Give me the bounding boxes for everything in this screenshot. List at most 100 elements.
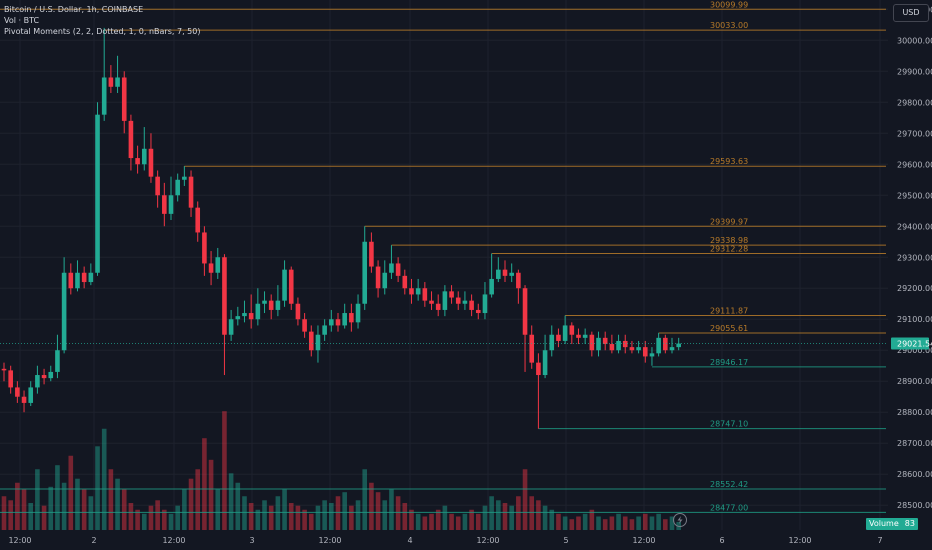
- volume-bar: [415, 513, 421, 530]
- volume-bar: [516, 496, 521, 530]
- candle-body: [542, 350, 548, 376]
- volume-bar: [41, 505, 47, 530]
- candle-body: [95, 114, 100, 273]
- candle-body: [629, 347, 635, 351]
- volume-bar: [168, 513, 174, 530]
- candle-body: [516, 272, 521, 289]
- chart-legend: Bitcoin / U.S. Dollar, 1h, COINBASE Vol …: [4, 4, 200, 37]
- price-tick-label: 29800.00: [897, 98, 932, 107]
- volume-bar: [262, 500, 267, 530]
- chart-grid: [0, 0, 888, 530]
- volume-bar: [288, 503, 294, 530]
- volume-bar: [108, 469, 114, 530]
- candle-body: [442, 291, 448, 310]
- price-tick-label: 29100.00: [897, 315, 932, 324]
- candle-body: [275, 300, 281, 310]
- price-axis[interactable]: 28500.00 28600.00 28700.00 28800.00 28900.00…: [897, 5, 932, 510]
- price-tick-label: 29300.00: [897, 253, 932, 262]
- time-tick-label: 5: [563, 536, 568, 545]
- candle-body: [188, 176, 194, 208]
- candle-body: [295, 303, 301, 320]
- candle-body: [335, 319, 341, 326]
- volume-bar: [275, 496, 281, 530]
- time-axis[interactable]: 12:00 2 12:00 3 12:00 4 12:00 5 12:00 6 12:00 7: [8, 536, 882, 545]
- volume-bar: [442, 505, 448, 530]
- candle-body: [175, 179, 180, 196]
- volume-bar: [242, 496, 247, 530]
- volume-bar: [656, 513, 661, 530]
- candle-body: [155, 176, 160, 196]
- pivot-label: 28747.10: [710, 420, 748, 429]
- volume-bar: [75, 478, 80, 530]
- volume-bar: [68, 455, 74, 530]
- candle-body: [202, 232, 207, 264]
- candle-body: [455, 297, 461, 304]
- pivot-indicator-label[interactable]: Pivotal Moments (2, 2, Dotted, 1, 0, nBa…: [4, 27, 201, 36]
- candle-body: [649, 353, 655, 357]
- pivot-label: 29399.97: [710, 217, 748, 226]
- volume-bar: [235, 482, 241, 530]
- volume-indicator-label[interactable]: Vol · BTC: [4, 16, 40, 25]
- candle-body: [268, 300, 274, 310]
- volume-bar: [556, 513, 561, 530]
- candle-body: [415, 288, 421, 295]
- candle-body: [509, 272, 514, 276]
- pivot-label: 30033.00: [710, 21, 748, 30]
- candle-body: [35, 375, 40, 388]
- last-price-tag: [891, 337, 929, 350]
- volume-bar: [489, 496, 494, 530]
- volume-bar: [596, 516, 601, 530]
- volume-bar: [636, 516, 641, 530]
- candle-body: [121, 77, 127, 121]
- candle-body: [322, 325, 327, 335]
- time-tick-label: 2: [91, 536, 96, 545]
- price-tick-label: 29500.00: [897, 191, 932, 200]
- symbol-title[interactable]: Bitcoin / U.S. Dollar, 1h, COINBASE: [4, 5, 144, 14]
- time-tick-label: 12:00: [162, 536, 185, 545]
- candle-body: [342, 313, 347, 326]
- time-tick-label: 12:00: [632, 536, 655, 545]
- volume-tag-label: Volume: [869, 519, 899, 528]
- candle-body: [589, 334, 595, 351]
- lightning-icon[interactable]: [673, 513, 687, 527]
- volume-bar: [208, 459, 214, 530]
- candle-body: [409, 288, 414, 295]
- volume-bar: [509, 505, 514, 530]
- candle-body: [88, 272, 94, 283]
- volume-bar: [141, 513, 147, 530]
- price-tick-label: 29000.00: [897, 346, 932, 355]
- candle-body: [382, 272, 388, 289]
- volume-bar: [669, 516, 675, 530]
- volume-bar: [455, 516, 461, 530]
- candle-body: [482, 294, 488, 314]
- price-tick-label: 29400.00: [897, 222, 932, 231]
- candle-body: [369, 241, 374, 267]
- volume-bar: [622, 516, 628, 530]
- volume-bar: [228, 473, 234, 530]
- candle-body: [556, 334, 561, 341]
- candle-body: [8, 370, 13, 388]
- candle-body: [355, 303, 361, 323]
- candle-body: [195, 207, 201, 233]
- volume-bar: [529, 496, 535, 530]
- candle-body: [48, 371, 54, 379]
- candle-body: [496, 269, 501, 279]
- candle-body: [255, 303, 261, 320]
- candle-body: [656, 337, 661, 354]
- price-tick-label: 30000.00: [897, 36, 932, 45]
- candle-body: [168, 195, 174, 214]
- currency-button[interactable]: USD: [893, 4, 929, 22]
- candle-body: [55, 350, 60, 372]
- candle-body: [41, 375, 47, 379]
- candle-body: [248, 313, 254, 320]
- volume-bar: [322, 500, 327, 530]
- candle-body: [228, 319, 234, 335]
- pivot-label: 29111.87: [710, 307, 748, 316]
- candle-body: [115, 77, 120, 87]
- candle-body: [402, 275, 408, 289]
- volume-bar: [629, 519, 635, 530]
- volume-bar: [88, 496, 94, 530]
- candle-body: [135, 158, 140, 165]
- pivot-label: 29055.61: [710, 324, 748, 333]
